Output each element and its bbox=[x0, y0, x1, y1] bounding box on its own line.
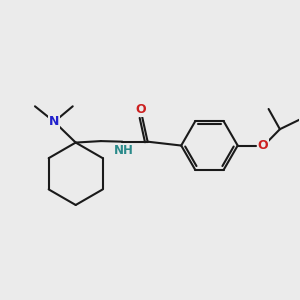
Text: N: N bbox=[49, 115, 59, 128]
Text: NH: NH bbox=[114, 144, 134, 157]
Text: O: O bbox=[257, 139, 268, 152]
Text: O: O bbox=[136, 103, 146, 116]
